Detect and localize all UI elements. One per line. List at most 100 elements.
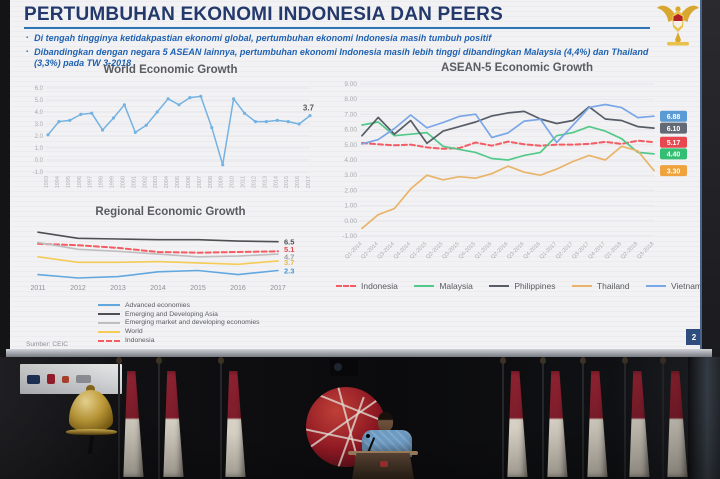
- screen-right-edge: [702, 0, 720, 357]
- legend-swatch: [98, 313, 120, 316]
- data-marker: [308, 114, 312, 118]
- x-tick-label: 2000: [120, 176, 126, 188]
- data-marker: [57, 120, 61, 124]
- bullet-item: ▪ Di tengah tingginya ketidakpastian eko…: [26, 33, 654, 45]
- chart-plot: 2011 2012 2013 2014 2015 2016 2017 6.5 5.1 4.7 3.7…: [18, 218, 323, 307]
- data-marker: [166, 97, 170, 101]
- x-tick-label: 2015: [190, 285, 206, 292]
- data-marker: [297, 122, 301, 126]
- legend-swatch: [98, 304, 120, 307]
- data-marker: [144, 123, 148, 127]
- legend-swatch: [489, 285, 510, 287]
- x-tick-label: 2016: [230, 285, 246, 292]
- legend-label: Indonesia: [361, 281, 398, 291]
- y-tick-label: 2.00: [344, 187, 357, 194]
- x-tick-label: 2015: [284, 176, 290, 188]
- speaker-head: [378, 412, 393, 431]
- value-badge-label: 5.17: [667, 140, 681, 147]
- bullet-text: Di tengah tingginya ketidakpastian ekono…: [34, 33, 492, 43]
- data-marker: [90, 111, 94, 115]
- legend-item: Indonesia: [336, 281, 398, 291]
- value-badge-label: 3.30: [667, 168, 681, 175]
- data-marker: [46, 133, 50, 137]
- asean5-chart-legend: Indonesia Malaysia Philippines Thailand Viet…: [336, 281, 702, 291]
- y-tick-label: 0.0: [35, 158, 44, 164]
- end-value-label: 6.5: [284, 238, 294, 247]
- x-tick-label: 2003: [153, 176, 159, 188]
- chart-title: ASEAN-5 Economic Growth: [440, 62, 594, 74]
- legend-swatch: [336, 285, 356, 287]
- y-tick-label: 6.0: [35, 86, 44, 92]
- indonesian-flag: [580, 357, 612, 479]
- x-tick-label: 2002: [142, 176, 148, 188]
- x-tick-label: 1994: [55, 176, 61, 188]
- series-line-Indonesia: [37, 242, 279, 254]
- y-tick-label: 3.0: [35, 122, 44, 128]
- x-tick-label: 2001: [131, 176, 137, 188]
- series-line-Emerging market and developing economies: [37, 241, 279, 258]
- legend-label: Thailand: [596, 281, 630, 291]
- x-tick-label: 2012: [70, 285, 86, 292]
- end-value-label: 2.3: [284, 267, 294, 276]
- value-badge: [660, 110, 687, 122]
- x-tick-label: 2011: [241, 176, 247, 188]
- end-value-label: 3.7: [284, 258, 294, 267]
- y-tick-label: 0.00: [344, 218, 357, 225]
- data-marker: [275, 118, 279, 122]
- data-marker: [111, 116, 116, 120]
- y-tick-label: 5.0: [35, 98, 44, 104]
- data-marker: [264, 120, 268, 124]
- x-tick-label: 1996: [77, 176, 83, 188]
- y-tick-label: 6.00: [344, 127, 357, 134]
- series-line-Emerging and Developing Asia: [37, 231, 279, 243]
- data-marker: [199, 94, 203, 98]
- bell-lip: [66, 429, 117, 435]
- data-marker: [101, 128, 105, 132]
- x-tick-label: 2009: [219, 176, 225, 188]
- x-tick-label: 1995: [66, 176, 72, 188]
- data-marker: [232, 97, 236, 101]
- x-tick-label: 2005: [175, 176, 181, 188]
- data-marker: [221, 163, 225, 167]
- x-tick-label: 2017: [306, 176, 312, 188]
- y-tick-label: 8.00: [344, 96, 357, 103]
- legend-item: Emerging market and developing economies: [98, 319, 260, 328]
- data-marker: [286, 120, 290, 124]
- value-badge: [660, 148, 687, 160]
- garuda-pancasila-emblem-icon: [656, 2, 700, 48]
- world-economic-growth-chart: World Economic Growth 6.0 5.0 4.0 3.0 2.0 1.0…: [18, 64, 323, 209]
- legend-item: Emerging and Developing Asia: [98, 310, 260, 319]
- presentation-slide: PERTUMBUHAN EKONOMI INDONESIA DAN PEERS …: [10, 0, 702, 357]
- value-badge: [660, 165, 687, 177]
- legend-item: World: [98, 327, 260, 336]
- end-value-label: 5.1: [284, 245, 294, 254]
- legend-label: Vietnam: [670, 281, 702, 291]
- y-tick-label: 2.0: [35, 134, 44, 140]
- data-marker: [133, 130, 137, 134]
- y-tick-label: 1.00: [344, 203, 357, 210]
- series-line-World: [37, 255, 279, 266]
- banner-logo-icon: [47, 374, 55, 384]
- camera-lens: [334, 363, 342, 371]
- x-tick-label: Q3-2018: [636, 241, 655, 260]
- legend-item: Advanced economies: [98, 301, 260, 310]
- banner-logo-icon: [62, 375, 69, 383]
- x-tick-label: 1999: [110, 176, 116, 188]
- data-marker: [177, 103, 181, 107]
- legend-item: Philippines: [489, 281, 555, 291]
- x-tick-label: 2014: [150, 285, 166, 292]
- x-tick-label: 2004: [164, 176, 170, 188]
- scene-vignette: [0, 357, 720, 479]
- asean5-economic-growth-chart: ASEAN-5 Economic Growth 9.00 8.00 7.00 6.00…: [330, 62, 700, 279]
- x-tick-label: 1997: [88, 176, 94, 188]
- microphone-head: [366, 434, 370, 438]
- x-tick-label: 2006: [186, 176, 192, 188]
- y-tick-label: -1.0: [33, 170, 44, 176]
- legend-item: Thailand: [571, 281, 630, 291]
- x-tick-label: 2017: [270, 285, 286, 292]
- value-badge-label: 4.40: [667, 152, 681, 159]
- series-line-World: [47, 95, 311, 166]
- legend-swatch: [98, 339, 120, 342]
- y-tick-label: 4.0: [35, 110, 44, 116]
